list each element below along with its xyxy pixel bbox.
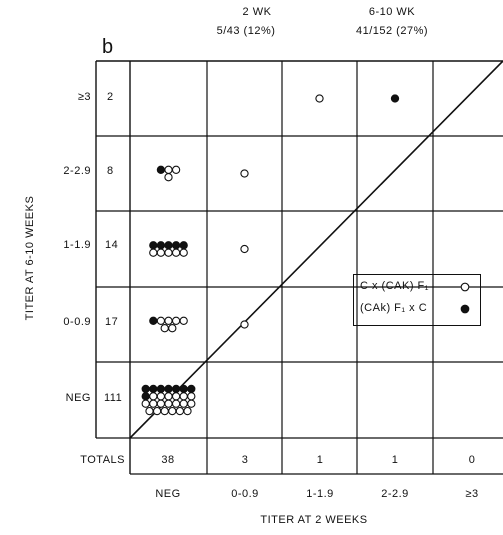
open-circle-marker [187,399,196,408]
header-610wk-title: 6-10 WK [368,6,416,18]
x-tick-label: NEG [155,488,181,500]
row-total: 17 [105,316,119,328]
row-total: 111 [104,392,123,404]
column-total: 1 [391,454,399,466]
header-2wk-title: 2 WK [242,6,272,18]
panel-label: b [102,36,114,58]
header-2wk-value: 5/43 (12%) [216,25,276,37]
row-total: 2 [107,91,114,103]
x-axis-title: TITER AT 2 WEEKS [260,514,368,526]
y-tick-label: 1-1.9 [63,239,91,251]
legend-box [353,274,481,326]
data-markers [141,94,400,416]
grid-lines [95,60,503,475]
open-circle-marker [240,320,249,329]
column-total: 38 [161,454,175,466]
header-610wk-value: 41/152 (27%) [355,25,429,37]
open-circle-marker [171,165,181,174]
column-total: 0 [468,454,476,466]
x-tick-label: 0-0.9 [231,488,259,500]
open-circle-marker [240,244,249,254]
y-tick-label: 0-0.9 [63,316,91,328]
x-tick-label: 1-1.9 [306,488,334,500]
diagonal-line [129,60,503,439]
open-circle-marker [179,248,188,257]
totals-label: TOTALS [80,454,125,466]
open-circle-marker [164,173,173,182]
legend-label: (CAk) F₁ x C [360,302,428,314]
column-total: 3 [241,454,249,466]
x-tick-label: ≥3 [465,488,479,500]
column-total: 1 [316,454,324,466]
legend-open-circle [460,282,470,292]
open-circle-marker [240,169,249,178]
open-circle-marker [168,324,177,333]
y-tick-label: ≥3 [77,91,91,103]
row-total: 14 [105,239,119,251]
y-tick-label: 2-2.9 [63,165,91,177]
filled-circle-marker [390,94,400,103]
legend-label: C x (CAK) F₁ [360,280,429,292]
open-circle-marker [179,316,188,325]
x-tick-label: 2-2.9 [381,488,409,500]
y-tick-label: NEG [65,392,91,404]
row-total: 8 [107,165,114,177]
open-circle-marker [315,94,324,103]
open-circle-marker [183,406,192,416]
legend-filled-circle [460,304,470,314]
